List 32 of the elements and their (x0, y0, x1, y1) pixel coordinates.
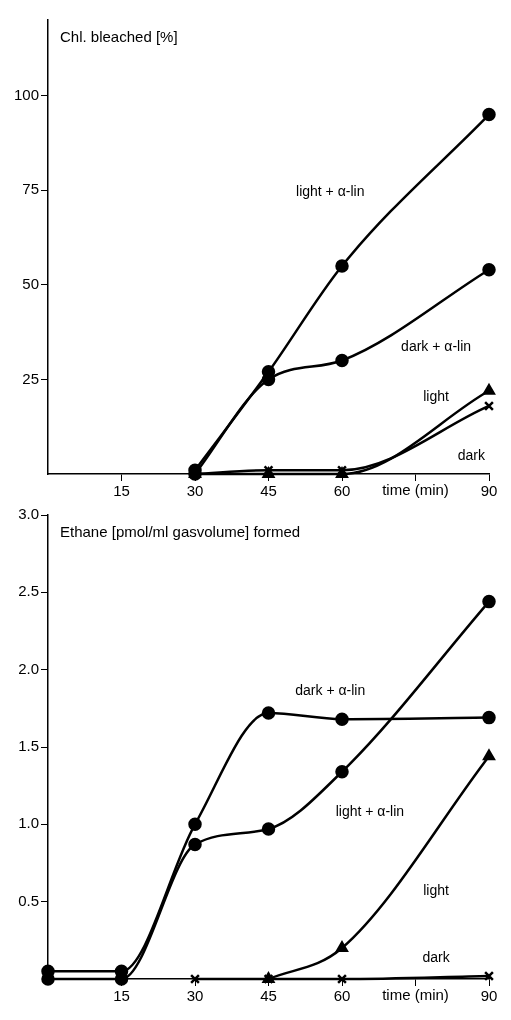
x-tick-label: 45 (260, 987, 277, 1005)
x-tick-label: 30 (186, 482, 204, 500)
y-tick-label: 25 (22, 369, 39, 387)
series-label: dark (422, 948, 451, 965)
x-tick-label: 30 (186, 987, 204, 1005)
y-tick-label: 100 (13, 85, 39, 103)
y-axis-title: Chl. bleached [%] (60, 27, 178, 45)
x-tick-label: 15 (113, 482, 130, 500)
y-tick-label: 1.5 (18, 737, 39, 755)
y-tick-label: 0.5 (18, 891, 39, 909)
x-tick-label: 45 (260, 482, 277, 500)
series-label: light + α-lin (296, 183, 365, 200)
x-axis-title: time (min) (382, 985, 449, 1003)
y-tick-label: 3.0 (18, 505, 39, 523)
series-label: dark + α-lin (401, 337, 472, 354)
y-tick-label: 75 (22, 180, 39, 198)
y-tick-label: 2.0 (18, 659, 39, 677)
x-tick-label: 90 (480, 987, 498, 1005)
y-tick-label: 2.5 (18, 582, 39, 600)
series-label: dark + α-lin (295, 682, 366, 699)
series-label: light + α-lin (335, 802, 405, 819)
series-label: light (423, 387, 450, 404)
series-label: dark (457, 446, 486, 463)
x-tick-label: 60 (333, 987, 351, 1005)
y-axis-title: Ethane [pmol/ml gasvolume] formed (60, 522, 301, 540)
x-tick-label: 15 (113, 987, 130, 1005)
y-tick-label: 1.0 (18, 814, 39, 832)
x-tick-label: 90 (480, 482, 498, 500)
series-label: light (423, 881, 450, 898)
x-tick-label: 60 (333, 482, 351, 500)
x-axis-title: time (min) (382, 480, 449, 498)
y-tick-label: 50 (22, 274, 39, 292)
